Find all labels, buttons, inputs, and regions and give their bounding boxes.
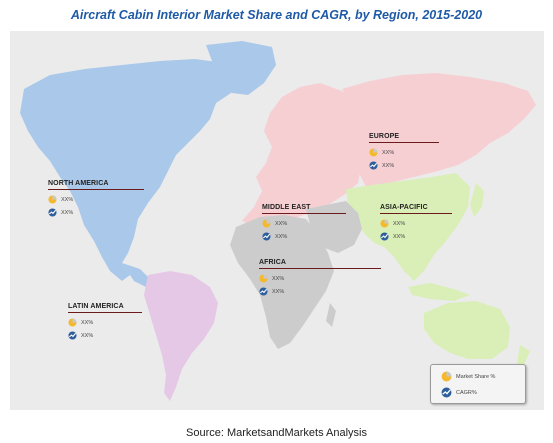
- world-map: [20, 41, 536, 401]
- asia-pacific-landmass: [346, 173, 470, 281]
- pie-icon: [369, 148, 378, 157]
- indonesia-landmass: [408, 283, 470, 301]
- pie-icon: [68, 318, 77, 327]
- central-america-landmass: [122, 263, 150, 287]
- pie-icon: [441, 371, 452, 382]
- region-name: MIDDLE EAST: [262, 204, 311, 211]
- market-share-value: XX%: [272, 275, 285, 282]
- market-share-value: XX%: [382, 149, 395, 156]
- market-share-row: XX%: [259, 274, 381, 283]
- market-share-row: XX%: [68, 318, 142, 327]
- market-share-row: XX%: [48, 195, 144, 204]
- europe-landmass: [242, 83, 362, 227]
- legend-market-share-label: Market Share %: [456, 373, 496, 380]
- cagr-value: XX%: [393, 233, 406, 240]
- latin-america-landmass: [144, 271, 218, 401]
- region-underline: [262, 213, 346, 214]
- region-name: LATIN AMERICA: [68, 303, 124, 310]
- pie-icon: [259, 274, 268, 283]
- market-share-value: XX%: [275, 220, 288, 227]
- region-underline: [48, 189, 144, 190]
- madagascar-landmass: [326, 303, 336, 327]
- chart-title: Aircraft Cabin Interior Market Share and…: [70, 8, 483, 22]
- growth-globe-icon: [380, 232, 389, 241]
- cagr-row: XX%: [68, 331, 142, 340]
- legend-cagr-label: CAGR%: [456, 389, 477, 396]
- growth-globe-icon: [369, 161, 378, 170]
- region-underline: [369, 142, 439, 143]
- cagr-value: XX%: [81, 332, 94, 339]
- region-name: ASIA-PACIFIC: [380, 204, 428, 211]
- legend-cagr: CAGR%: [441, 387, 477, 398]
- region-underline: [259, 268, 381, 269]
- north-america-landmass: [20, 59, 242, 281]
- legend-market-share: Market Share %: [441, 371, 495, 382]
- cagr-value: XX%: [275, 233, 288, 240]
- cagr-value: XX%: [382, 162, 395, 169]
- cagr-value: XX%: [61, 209, 74, 216]
- pie-icon: [262, 219, 271, 228]
- region-name: AFRICA: [259, 259, 287, 266]
- region-name: NORTH AMERICA: [48, 180, 109, 187]
- region-callout-asia-pacific: ASIA-PACIFIC XX% XX%: [380, 204, 452, 241]
- region-callout-africa: AFRICA XX% XX%: [259, 259, 381, 296]
- growth-globe-icon: [441, 387, 452, 398]
- cagr-value: XX%: [272, 288, 285, 295]
- cagr-row: XX%: [380, 232, 452, 241]
- source-caption: Source: MarketsandMarkets Analysis: [186, 427, 367, 439]
- pie-icon: [380, 219, 389, 228]
- japan-landmass: [470, 183, 484, 217]
- pie-icon: [48, 195, 57, 204]
- africa-landmass: [230, 215, 334, 349]
- market-share-row: XX%: [369, 148, 439, 157]
- cagr-row: XX%: [369, 161, 439, 170]
- region-callout-north-america: NORTH AMERICA XX% XX%: [48, 180, 144, 217]
- market-share-row: XX%: [262, 219, 346, 228]
- region-callout-europe: EUROPE XX% XX%: [369, 133, 439, 170]
- growth-globe-icon: [259, 287, 268, 296]
- market-share-row: XX%: [380, 219, 452, 228]
- region-underline: [380, 213, 452, 214]
- region-name: EUROPE: [369, 133, 400, 140]
- growth-globe-icon: [68, 331, 77, 340]
- cagr-row: XX%: [262, 232, 346, 241]
- growth-globe-icon: [262, 232, 271, 241]
- region-underline: [68, 312, 142, 313]
- growth-globe-icon: [48, 208, 57, 217]
- cagr-row: XX%: [259, 287, 381, 296]
- map-legend: Market Share % CAGR%: [430, 364, 526, 404]
- market-share-value: XX%: [61, 196, 74, 203]
- australia-landmass: [424, 301, 510, 359]
- market-share-value: XX%: [81, 319, 94, 326]
- market-share-value: XX%: [393, 220, 406, 227]
- world-map-panel: NORTH AMERICA XX% XX% EUROPE XX% XX% MID…: [10, 31, 544, 410]
- region-callout-latin-america: LATIN AMERICA XX% XX%: [68, 303, 142, 340]
- region-callout-middle-east: MIDDLE EAST XX% XX%: [262, 204, 346, 241]
- greenland-landmass: [206, 41, 276, 95]
- russia-landmass: [342, 73, 536, 187]
- cagr-row: XX%: [48, 208, 144, 217]
